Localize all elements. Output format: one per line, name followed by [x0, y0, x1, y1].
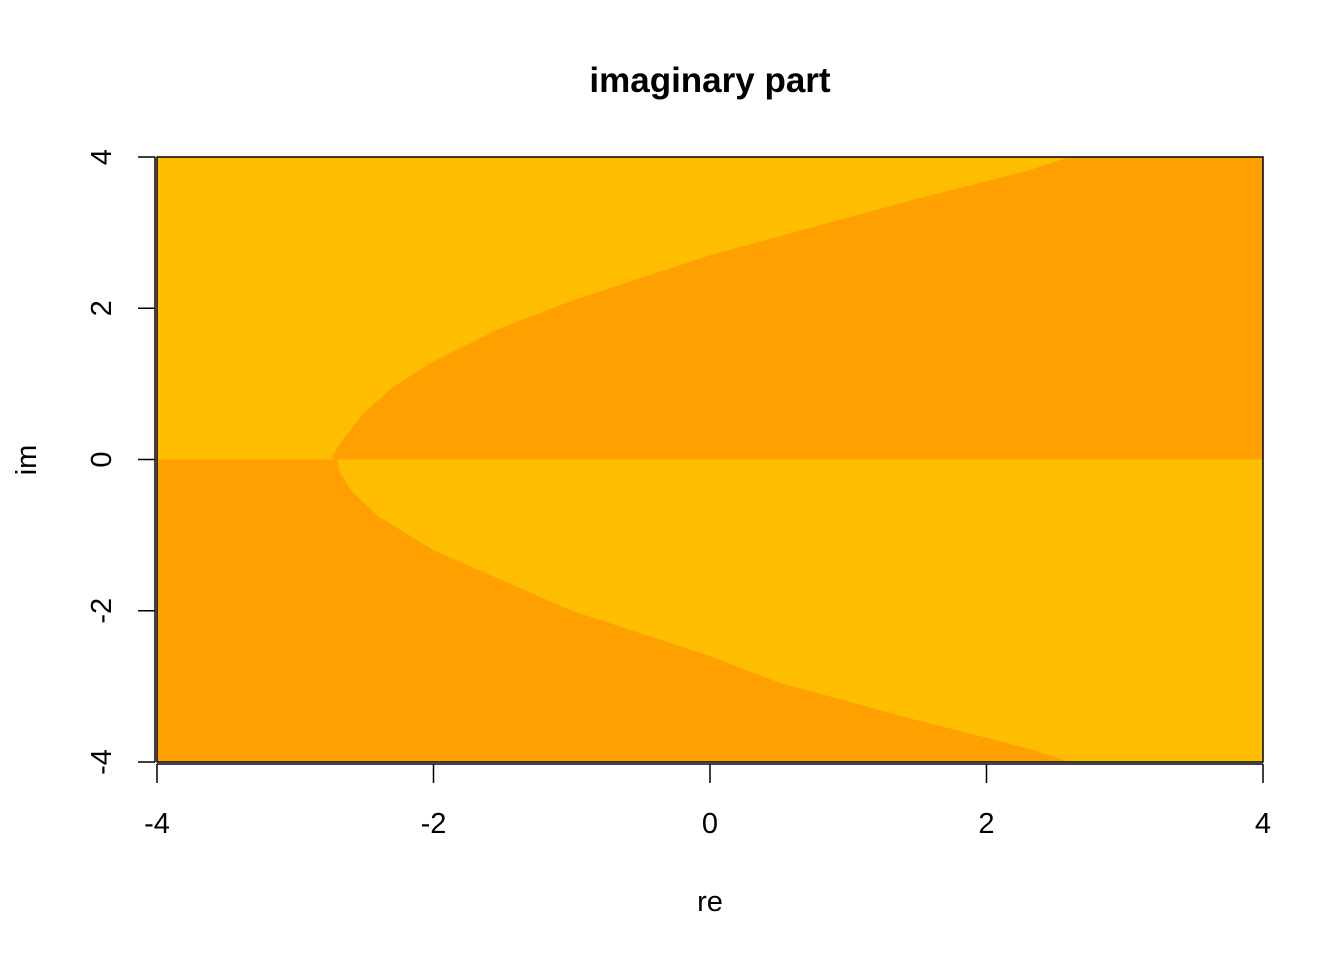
heatmap-region-1: [332, 157, 1264, 460]
x-axis-label: re: [697, 886, 723, 918]
chart-title: imaginary part: [589, 61, 831, 100]
y-axis: -4 -2 0 2 4: [86, 149, 156, 775]
plot-area: [156, 156, 1264, 763]
plot-frame: [156, 156, 1264, 763]
x-tick-label: 0: [702, 808, 718, 840]
y-axis-label: im: [11, 445, 43, 476]
x-axis: -4 -2 0 2 4: [144, 763, 1271, 840]
heatmap-regions: [157, 157, 1264, 762]
y-tick-label: 0: [86, 451, 118, 467]
x-tick-label: -4: [144, 808, 170, 840]
x-tick-label: -2: [421, 808, 447, 840]
heatmap-region-2: [157, 459, 1070, 762]
x-tick-label: 2: [978, 808, 994, 840]
y-tick-label: 2: [86, 300, 118, 316]
y-tick-label: -4: [86, 749, 118, 775]
y-tick-label: -2: [86, 598, 118, 624]
y-tick-label: 4: [86, 149, 118, 165]
x-tick-label: 4: [1255, 808, 1271, 840]
